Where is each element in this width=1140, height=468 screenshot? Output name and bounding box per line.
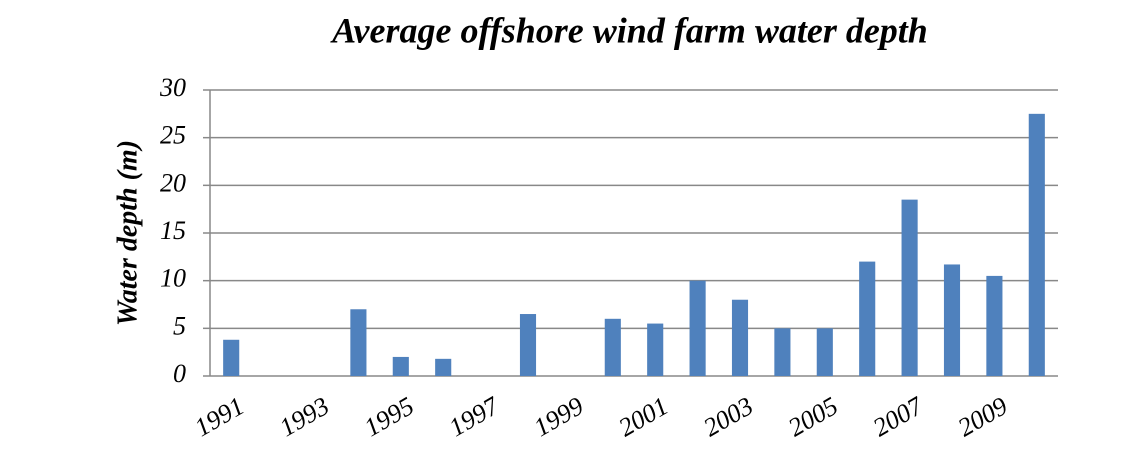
bar — [689, 280, 706, 376]
x-tick-label: 2003 — [698, 391, 758, 442]
x-tick-label: 2007 — [868, 391, 928, 443]
x-tick-label: 1995 — [359, 391, 419, 442]
bar — [816, 328, 833, 376]
y-tick-label: 0 — [173, 359, 186, 388]
chart-title: Average offshore wind farm water depth — [330, 10, 928, 50]
y-tick-label: 15 — [160, 216, 186, 245]
y-axis-label: Water depth (m) — [112, 140, 143, 326]
bar — [901, 199, 918, 376]
bar — [1028, 113, 1045, 376]
bar — [859, 261, 876, 376]
bar — [223, 339, 240, 376]
x-tick-label: 2001 — [614, 391, 674, 442]
y-tick-label: 5 — [173, 311, 186, 340]
y-tick-label: 10 — [160, 264, 186, 293]
bar — [774, 328, 791, 376]
bar — [647, 323, 664, 376]
bar — [731, 299, 749, 376]
bar — [519, 314, 537, 376]
bar — [604, 318, 621, 376]
y-tick-label: 30 — [159, 73, 186, 102]
bar — [986, 275, 1003, 376]
x-tick-label: 1993 — [274, 391, 334, 442]
bar — [943, 264, 961, 376]
x-tick-label: 2009 — [953, 391, 1013, 442]
y-tick-label: 25 — [160, 121, 186, 150]
x-tick-label: 1999 — [529, 391, 589, 442]
x-tick-label: 1997 — [444, 391, 504, 443]
bar — [392, 356, 409, 376]
bar — [350, 309, 367, 376]
x-tick-label: 2005 — [783, 391, 843, 442]
y-tick-label: 20 — [160, 168, 186, 197]
bar — [435, 358, 452, 376]
x-tick-label: 1991 — [190, 391, 250, 442]
